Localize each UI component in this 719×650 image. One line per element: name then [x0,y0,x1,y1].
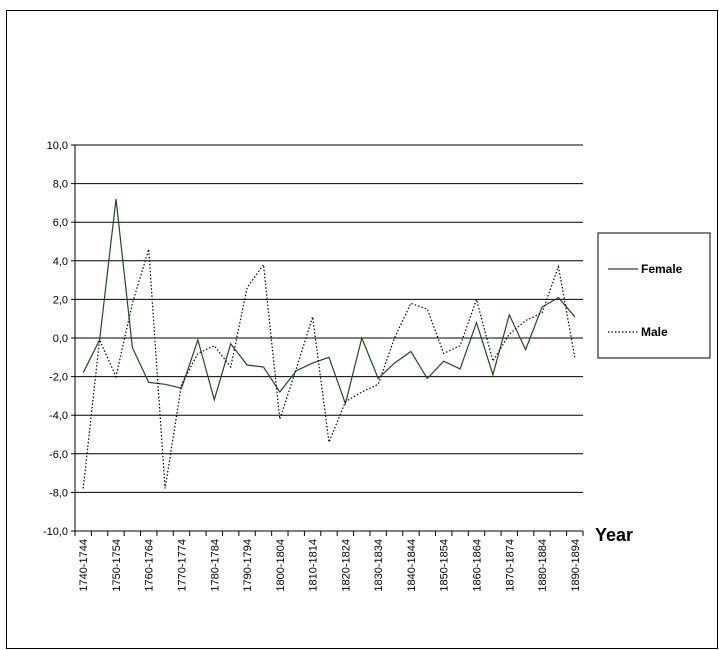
x-tick-label: 1790-1794 [242,539,254,592]
x-tick-label: 1870-1874 [504,539,516,592]
x-tick-label: 1740-1744 [78,539,90,592]
x-tick-label: 1850-1854 [439,539,451,592]
x-tick-label: 1890-1894 [570,539,582,592]
x-tick-label: 1830-1834 [373,539,385,592]
series-line-male [82,249,576,489]
x-tick-label: 1810-1814 [308,539,320,592]
x-tick-label: 1770-1774 [177,539,189,592]
y-tick-label: 10,0 [47,140,68,152]
x-tick-label: 1820-1824 [340,539,352,592]
line-chart: 10,0 8,0 6,0 4,0 2,0 0,0 -2,0 -4,0 -6,0 -8,0 -10,0… [43,140,711,592]
y-tick-label: -2,0 [49,372,68,384]
y-tick-label: -6,0 [49,449,68,461]
y-tick-label: -8,0 [49,487,68,499]
y-tick-label: -10,0 [43,526,68,538]
y-tick-label: 4,0 [53,256,68,268]
y-tick-label: 6,0 [53,217,68,229]
x-tick-label: 1840-1844 [406,539,418,592]
y-tick-label: -4,0 [49,410,68,422]
x-tick-label: 1750-1754 [111,539,123,592]
x-tick-label: 1780-1784 [209,539,221,592]
x-tick-label: 1800-1804 [275,539,287,592]
series-line-female [82,198,576,406]
x-tick-label: 1880-1884 [537,539,549,592]
x-axis-title: Year [595,525,633,545]
legend-label-male: Male [641,325,668,339]
chart-frame: 10,0 8,0 6,0 4,0 2,0 0,0 -2,0 -4,0 -6,0 -8,0 -10,0… [6,10,718,649]
y-tick-label: 2,0 [53,294,68,306]
y-tick-label: 8,0 [53,179,68,191]
legend-label-female: Female [641,262,683,276]
y-tick-label: 0,0 [53,333,68,345]
legend-box [597,232,711,359]
x-tick-label: 1860-1864 [471,539,483,592]
x-tick-label: 1760-1764 [144,539,156,592]
